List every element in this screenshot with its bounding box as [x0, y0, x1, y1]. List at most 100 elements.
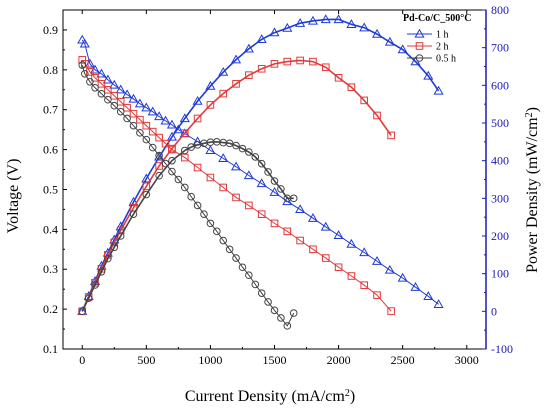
power-point-0-5-h	[91, 281, 99, 289]
power-point-1-h	[141, 173, 152, 183]
y-right-tick-label: 200	[491, 229, 509, 243]
voltage-point-0-5-h	[161, 159, 170, 168]
voltage-point-0-5-h	[213, 227, 221, 236]
power-point-0-5-h	[270, 177, 279, 185]
voltage-point-0-5-h	[225, 245, 234, 254]
voltage-point-0-5-h	[264, 298, 272, 306]
voltage-point-2-h	[270, 219, 279, 228]
x-tick-label: 0	[79, 353, 85, 367]
power-point-1-h	[295, 17, 306, 27]
voltage-point-1-h	[218, 153, 229, 163]
voltage-point-1-h	[243, 170, 254, 180]
voltage-point-2-h	[232, 193, 240, 202]
power-point-0-5-h	[97, 267, 106, 276]
voltage-point-1-h	[433, 299, 444, 308]
power-point-1-h	[320, 14, 331, 24]
power-point-0-5-h	[142, 190, 151, 199]
voltage-point-0-5-h	[123, 114, 131, 123]
voltage-point-2-h	[155, 133, 163, 142]
legend-marker-0-5-h	[415, 54, 424, 62]
voltage-point-2-h	[168, 145, 176, 154]
power-point-0-5-h	[104, 254, 112, 263]
voltage-point-2-h	[97, 79, 106, 88]
voltage-point-0-5-h	[270, 306, 279, 315]
power-point-0-5-h	[238, 144, 247, 153]
power-point-1-h	[333, 14, 344, 24]
y-axis-right-label: Power Density (mW/cm2)	[524, 107, 542, 273]
voltage-point-1-h	[269, 187, 280, 196]
y-axis-left-label: Voltage (V)	[5, 159, 22, 234]
power-point-2-h	[347, 83, 356, 92]
power-point-1-h	[166, 131, 178, 141]
voltage-point-0-5-h	[200, 210, 208, 218]
voltage-point-0-5-h	[251, 280, 260, 289]
voltage-point-0-5-h	[289, 309, 298, 317]
power-point-1-h	[282, 22, 293, 32]
voltage-point-2-h	[116, 97, 125, 106]
voltage-point-1-h	[346, 238, 357, 248]
power-point-0-5-h	[225, 139, 234, 148]
power-point-0-5-h	[180, 146, 189, 155]
power-point-1-h	[128, 196, 139, 206]
power-point-2-h	[270, 60, 279, 68]
power-point-0-5-h	[245, 148, 253, 156]
y-right-tick-label: 0	[491, 304, 497, 318]
voltage-point-1-h	[295, 204, 306, 214]
power-point-1-h	[230, 54, 242, 64]
voltage-point-1-h	[359, 247, 370, 257]
voltage-point-0-5-h	[245, 271, 253, 280]
voltage-point-1-h	[79, 38, 90, 48]
voltage-point-0-5-h	[116, 107, 125, 116]
voltage-point-0-5-h	[136, 129, 144, 137]
voltage-point-1-h	[147, 106, 158, 116]
power-point-2-h	[309, 57, 317, 66]
voltage-point-2-h	[219, 183, 228, 192]
voltage-point-0-5-h	[206, 219, 215, 228]
voltage-point-2-h	[193, 163, 202, 172]
voltage-point-0-5-h	[187, 192, 195, 201]
voltage-point-2-h	[123, 103, 131, 112]
voltage-point-2-h	[334, 263, 343, 272]
voltage-point-0-5-h	[91, 83, 99, 92]
x-axis-label: Current Density (mA/cm2)	[185, 388, 355, 406]
power-point-0-5-h	[116, 232, 125, 240]
voltage-point-1-h	[134, 98, 145, 108]
voltage-point-0-5-h	[86, 77, 94, 86]
voltage-point-1-h	[397, 272, 408, 282]
voltage-line-2-h	[81, 59, 392, 312]
power-point-0-5-h	[264, 168, 272, 176]
voltage-point-0-5-h	[283, 322, 292, 330]
y-left-tick-label: 0.1	[43, 342, 58, 356]
y-right-tick-label: -100	[491, 342, 513, 356]
voltage-point-1-h	[109, 79, 120, 89]
power-point-2-h	[387, 131, 395, 140]
voltage-point-2-h	[283, 227, 292, 236]
power-point-0-5-h	[78, 307, 87, 316]
legend-label-0-5-h: 0.5 h	[436, 54, 456, 65]
voltage-point-1-h	[166, 119, 178, 129]
voltage-point-2-h	[91, 74, 99, 82]
voltage-point-1-h	[320, 221, 331, 231]
voltage-point-2-h	[373, 291, 381, 299]
voltage-point-1-h	[173, 124, 184, 134]
voltage-point-2-h	[257, 210, 266, 218]
voltage-point-2-h	[136, 115, 144, 124]
power-point-2-h	[180, 129, 189, 137]
power-point-1-h	[192, 95, 203, 105]
power-point-1-h	[243, 43, 254, 53]
voltage-point-0-5-h	[78, 61, 87, 69]
x-tick-label: 2000	[327, 353, 351, 367]
voltage-point-2-h	[360, 281, 369, 289]
y-left-tick-label: 0.8	[43, 63, 58, 77]
y-left-tick-label: 0.5	[43, 182, 58, 196]
voltage-point-1-h	[256, 178, 267, 188]
voltage-point-2-h	[206, 173, 215, 182]
voltage-point-2-h	[78, 56, 87, 64]
power-point-1-h	[346, 19, 357, 28]
voltage-point-2-h	[161, 139, 170, 148]
voltage-point-1-h	[96, 68, 107, 78]
y-right-tick-label: 700	[491, 41, 509, 55]
voltage-point-2-h	[309, 245, 317, 254]
voltage-point-0-5-h	[110, 101, 119, 110]
